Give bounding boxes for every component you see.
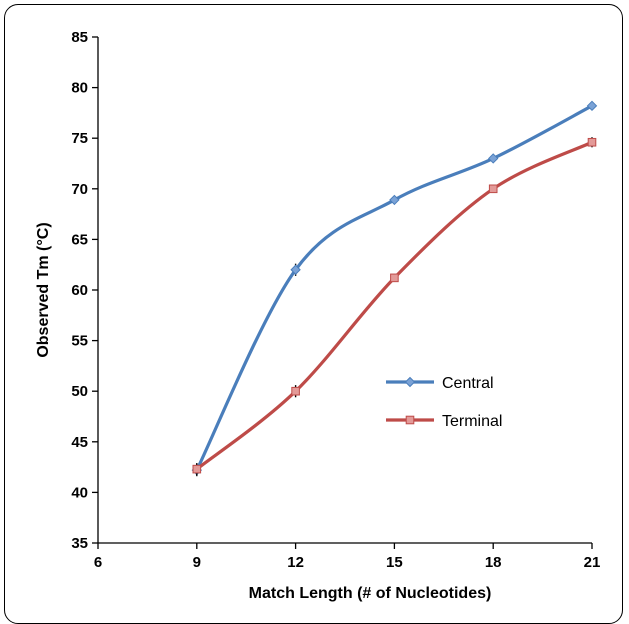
x-tick-label: 21 bbox=[584, 554, 601, 571]
x-tick-label: 12 bbox=[287, 554, 304, 571]
series-layer bbox=[191, 100, 598, 477]
x-axis-title: Match Length (# of Nucleotides) bbox=[249, 585, 492, 602]
legend-terminal-label: Terminal bbox=[442, 413, 502, 430]
terminal-point bbox=[488, 184, 498, 194]
x-tick-label: 18 bbox=[485, 554, 502, 571]
axes bbox=[97, 37, 592, 544]
terminal-point bbox=[192, 464, 202, 474]
y-tick-label: 40 bbox=[71, 484, 88, 501]
x-tick-label: 6 bbox=[94, 554, 102, 571]
y-tick-label: 85 bbox=[71, 29, 88, 46]
y-tick-label: 35 bbox=[71, 535, 88, 552]
legend-terminal-marker bbox=[405, 415, 415, 425]
x-ticks: 6 9 12 15 18 21 bbox=[94, 543, 601, 571]
central-point bbox=[586, 100, 598, 112]
central-line bbox=[195, 104, 594, 472]
y-tick-label: 70 bbox=[71, 181, 88, 198]
line-chart: 35 40 45 50 55 60 65 70 75 80 85 6 9 12 15 18 21 Observ… bbox=[35, 29, 601, 602]
central-point bbox=[487, 153, 499, 164]
central-point bbox=[389, 194, 400, 206]
x-tick-label: 15 bbox=[386, 554, 403, 571]
y-tick-label: 75 bbox=[71, 130, 88, 147]
legend-central-label: Central bbox=[442, 375, 494, 392]
y-tick-label: 60 bbox=[71, 282, 88, 299]
y-tick-label: 45 bbox=[71, 434, 88, 451]
terminal-point bbox=[291, 386, 300, 396]
terminal-point bbox=[587, 137, 597, 147]
y-tick-label: 65 bbox=[71, 231, 88, 248]
y-axis-title: Observed Tm (°C) bbox=[35, 222, 52, 357]
y-tick-label: 80 bbox=[71, 80, 88, 97]
legend-central-marker bbox=[404, 376, 416, 388]
x-tick-label: 9 bbox=[193, 554, 201, 571]
legend: Central Terminal bbox=[386, 375, 502, 430]
y-ticks: 35 40 45 50 55 60 65 70 75 80 85 bbox=[71, 29, 98, 552]
central-point bbox=[290, 264, 301, 275]
y-tick-label: 55 bbox=[71, 333, 88, 350]
terminal-point bbox=[390, 273, 399, 283]
y-tick-label: 50 bbox=[71, 383, 88, 400]
series-terminal bbox=[192, 137, 597, 476]
